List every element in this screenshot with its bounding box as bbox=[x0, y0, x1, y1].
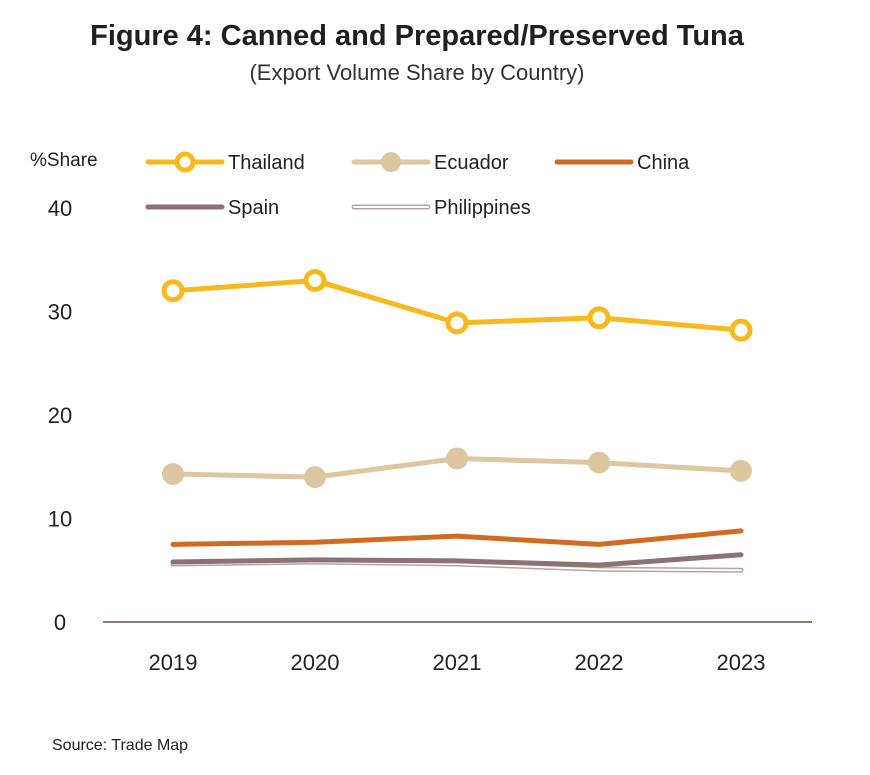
legend-label: Philippines bbox=[434, 197, 531, 219]
y-tick-label: 0 bbox=[54, 610, 66, 635]
series-ecuador bbox=[162, 447, 752, 489]
point-ecuador bbox=[304, 466, 326, 489]
series-china bbox=[170, 528, 744, 547]
point-ecuador bbox=[730, 459, 752, 482]
axes: 0 10 20 30 40 2019 2020 2021 2022 2023 bbox=[48, 196, 812, 675]
legend-item-spain: Spain bbox=[145, 197, 279, 219]
legend-marker bbox=[381, 152, 401, 172]
legend-item-china: China bbox=[554, 152, 690, 174]
legend-item-philippines: Philippines bbox=[351, 197, 531, 219]
y-tick-label: 40 bbox=[48, 196, 72, 221]
legend-label: Spain bbox=[228, 197, 279, 219]
series-spain bbox=[170, 552, 744, 568]
point-ecuador bbox=[162, 462, 184, 485]
series-line-spain bbox=[170, 552, 744, 568]
chart-subtitle: (Export Volume Share by Country) bbox=[249, 60, 584, 85]
x-tick-label: 2020 bbox=[291, 650, 340, 675]
legend-label: China bbox=[637, 152, 690, 174]
y-tick-label: 30 bbox=[48, 300, 72, 325]
source-note: Source: Trade Map bbox=[52, 737, 188, 754]
legend-label: Ecuador bbox=[434, 152, 509, 174]
series-line-china bbox=[170, 528, 744, 547]
chart-title: Figure 4: Canned and Prepared/Preserved … bbox=[90, 20, 745, 52]
x-tick-label: 2022 bbox=[575, 650, 624, 675]
x-tick-label: 2019 bbox=[149, 650, 198, 675]
legend-item-thailand: Thailand bbox=[145, 151, 305, 174]
x-tick-label: 2021 bbox=[433, 650, 482, 675]
y-axis-label: %Share bbox=[30, 150, 98, 171]
point-ecuador bbox=[588, 451, 610, 474]
legend-label: Thailand bbox=[228, 152, 305, 174]
y-tick-label: 10 bbox=[48, 507, 72, 532]
legend-item-ecuador: Ecuador bbox=[351, 152, 509, 174]
series-thailand bbox=[161, 268, 753, 342]
point-thailand bbox=[445, 311, 469, 335]
point-thailand bbox=[587, 306, 611, 330]
y-tick-label: 20 bbox=[48, 403, 72, 428]
point-ecuador bbox=[446, 447, 468, 470]
point-thailand bbox=[729, 318, 753, 342]
x-tick-label: 2023 bbox=[717, 650, 766, 675]
point-thailand bbox=[161, 279, 185, 303]
legend-marker bbox=[174, 151, 196, 173]
point-thailand bbox=[303, 268, 327, 292]
legend: Thailand Ecuador China Spain Philippines bbox=[145, 151, 690, 219]
series-layer bbox=[161, 268, 753, 573]
